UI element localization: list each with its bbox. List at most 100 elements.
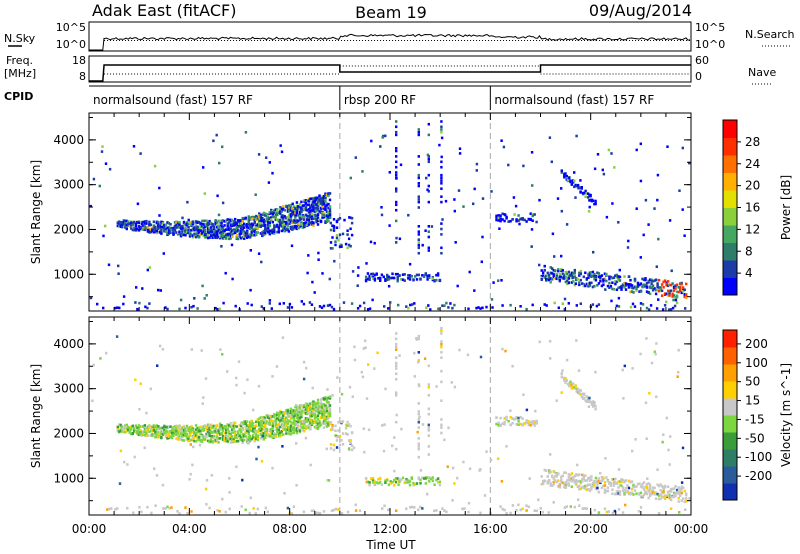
power-cell [134, 225, 138, 228]
vel-cell [279, 425, 282, 429]
vel-cell [292, 431, 296, 435]
vel-cell [427, 364, 430, 368]
power-cell [380, 213, 384, 217]
power-cell [563, 307, 566, 311]
vel-cell [310, 412, 314, 415]
vel-cell [654, 497, 658, 500]
power-cell [551, 232, 555, 236]
power-cell [270, 209, 273, 213]
vel-cell [304, 411, 308, 415]
vel-cell [623, 493, 626, 496]
vel-cell [548, 469, 551, 472]
power-cell [449, 302, 452, 305]
vel-cell [246, 378, 249, 381]
power-cell [440, 179, 443, 182]
power-cell [615, 288, 619, 291]
vel-cell [417, 337, 420, 341]
vel-cell [665, 494, 668, 497]
power-cell [316, 199, 320, 202]
power-cell [579, 272, 582, 275]
power-cell [677, 286, 680, 289]
power-cell [205, 235, 208, 239]
power-cell [458, 152, 462, 155]
vel-cell [527, 505, 530, 509]
power-cell [188, 235, 192, 238]
power-cell [566, 279, 569, 282]
vel-cell [182, 433, 186, 437]
power-cell [295, 225, 299, 228]
power-cell [572, 272, 575, 275]
vel-cell [193, 432, 196, 435]
vel-cell [596, 481, 599, 485]
vel-cell [575, 473, 578, 477]
power-cell [214, 222, 217, 225]
velocity-colorbar-swatch [723, 347, 737, 365]
power-cell [279, 206, 282, 209]
power-cell [187, 226, 190, 229]
vel-cell [285, 424, 288, 428]
power-cell [312, 205, 315, 209]
vel-cell [295, 405, 299, 409]
power-cell [604, 288, 607, 291]
vel-cell [639, 506, 643, 509]
power-cell [322, 207, 326, 211]
vel-cell [651, 491, 655, 494]
power-cell [409, 303, 412, 307]
vel-cell [291, 428, 294, 431]
power-cell [629, 283, 632, 286]
power-cell [202, 224, 205, 228]
power-cell [371, 272, 375, 276]
power-cell [118, 220, 121, 223]
power-cell [241, 235, 244, 239]
power-cell [153, 164, 157, 168]
power-cell [417, 173, 420, 177]
power-cell [410, 274, 413, 278]
vel-cell [659, 493, 662, 496]
vel-cell [289, 407, 293, 411]
vel-cell [237, 430, 240, 433]
vel-cell [688, 497, 691, 500]
power-cell [543, 269, 546, 272]
power-cell [241, 230, 244, 233]
vel-cell [505, 512, 508, 515]
vel-cell [206, 423, 210, 427]
power-cell [635, 287, 638, 290]
power-cell [644, 278, 647, 282]
power-cell [247, 215, 250, 218]
power-cell [578, 271, 581, 275]
power-cell [206, 231, 210, 234]
power-cell [173, 225, 177, 229]
vel-cell [217, 431, 220, 434]
power-cell [370, 274, 373, 278]
vel-cell [435, 478, 438, 482]
power-cell [193, 232, 196, 236]
power-cell [426, 153, 430, 157]
power-cell [633, 277, 637, 281]
vel-cell [280, 433, 283, 437]
vel-cell [313, 417, 317, 420]
vel-cell [300, 419, 303, 423]
power-cell [587, 273, 590, 276]
power-cell [509, 303, 512, 307]
vel-cell [609, 484, 613, 487]
vel-cell [291, 415, 294, 418]
vel-cell [639, 485, 643, 488]
vel-cell [234, 421, 237, 425]
power-cell [641, 284, 644, 287]
vel-cell [427, 383, 430, 386]
vel-cell [289, 420, 293, 424]
vel-cell [285, 416, 288, 419]
n-sky-line [89, 33, 691, 51]
vel-cell [294, 414, 297, 417]
power-cell [212, 228, 216, 231]
power-cell [295, 204, 299, 208]
vel-cell [198, 443, 202, 447]
vel-cell [312, 405, 315, 408]
vel-cell [285, 409, 288, 412]
vel-cell [277, 425, 280, 428]
power-cell [313, 200, 317, 204]
vel-cell [162, 507, 165, 510]
vel-cell [169, 425, 172, 428]
vel-cell [295, 420, 299, 424]
vel-cell [298, 419, 302, 422]
